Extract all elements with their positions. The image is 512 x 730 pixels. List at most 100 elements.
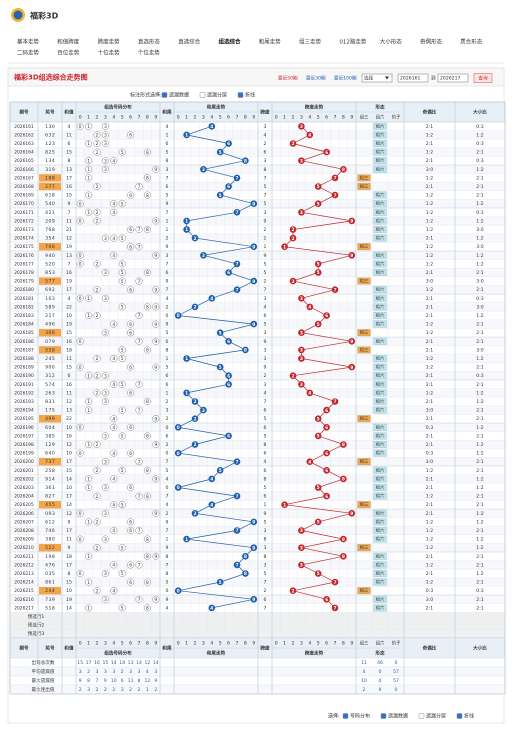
tail-ball-label: 9 [252,322,255,328]
to-input[interactable] [437,73,469,83]
draw-digit: 4 [45,502,48,508]
digit-ball-label: 1 [87,141,90,147]
from-input[interactable] [397,73,429,83]
digit-ball-label: 8 [146,150,149,156]
form-box [373,251,387,259]
span: 7 [264,580,267,586]
row-bg [10,242,505,251]
digit-ball [76,535,84,543]
row-bg [10,534,505,544]
draw-digit: 2 [49,141,52,147]
tail-ball-label: 2 [193,399,196,405]
stats-label: 出现总次数 [32,659,55,666]
odd-even: 2:1 [426,571,433,577]
nav-link[interactable]: 组选综合 [219,38,242,46]
number-highlight [39,458,61,466]
stats-label: 平均遗漏值 [32,668,55,675]
recent-link[interactable]: 最近50期 [278,75,298,82]
draw-digit: 5 [52,150,55,156]
digit-ball-label: 2 [96,520,99,526]
digit-ball-label: 6 [129,133,132,139]
checkbox[interactable] [380,713,387,719]
tail: 4 [166,476,169,482]
span-ball [306,131,314,139]
digit-ball [118,260,126,268]
form-box [373,389,387,397]
digit-ball [110,380,118,388]
span-ball [298,329,305,337]
tail-ball-label: 9 [252,201,255,207]
tail-ball [174,424,182,431]
checkbox[interactable] [199,92,206,98]
nav-link[interactable]: 跨度走势 [98,38,121,46]
digit-ball-label: 5 [121,545,124,551]
nav-link[interactable]: 直选形态 [138,38,161,46]
draw-digit: 0 [52,451,55,457]
nav-link[interactable]: 二码走势 [17,49,40,57]
digit-ball [127,526,135,535]
checkbox[interactable] [342,713,349,719]
span: 3 [264,330,267,336]
digit-ball [110,501,118,509]
tail-ball [174,312,182,319]
nav-link[interactable]: 大小形态 [380,38,403,46]
nav-link[interactable]: 组三走势 [299,38,322,46]
digit-ball [76,363,84,371]
nav-link[interactable]: 直选综合 [178,38,201,46]
big-small: 2:1 [476,287,483,293]
span-ball [298,355,305,362]
draw-digit: 1 [45,175,48,181]
digit-ball-label: 3 [104,434,107,440]
nav-link[interactable]: 质合形态 [460,38,483,46]
form-box [373,148,387,156]
issue: 2026165 [14,158,34,164]
digit-ball [127,578,135,586]
digit-ball-label: 1 [87,606,90,612]
tail: 9 [166,597,169,603]
recent-link[interactable]: 最近100期 [334,75,357,82]
tail: 6 [166,270,169,276]
nav-link[interactable]: 和值跨度 [57,38,80,46]
row-bg [10,526,505,535]
tail: 4 [166,124,169,130]
form-box [357,174,371,182]
draw-digit: 3 [52,141,55,147]
draw-digit: 3 [52,296,55,302]
digit-header: 0 [79,641,82,647]
issue: 2026177 [14,261,34,267]
digit-ball-label: 8 [146,580,149,586]
form-box [357,346,371,354]
digit-ball [143,174,151,182]
tail-ball-label: 4 [210,296,213,302]
nav-link[interactable]: 百位走势 [57,49,80,57]
checkbox[interactable] [237,92,244,98]
span-ball-label: 3 [300,210,303,216]
select-box[interactable] [361,73,393,83]
sum: 22 [66,304,72,310]
nav-link[interactable]: 012路走势 [339,38,366,46]
digit-ball [152,251,160,259]
digit-header: 1 [87,641,90,647]
nav-link[interactable]: 个位走势 [138,49,161,57]
nav-link[interactable]: 和尾走势 [259,38,282,46]
nav-link[interactable]: 奇偶形态 [420,38,443,46]
draw-digit: 6 [45,425,48,431]
odd-even: 2:1 [426,511,433,517]
column-header: 跨度 [260,109,270,116]
form-box [357,277,371,285]
checkbox[interactable] [418,713,425,719]
query-button[interactable] [473,73,493,83]
nav-link[interactable]: 十位走势 [98,49,121,57]
digit-ball-label: 1 [87,408,90,414]
nav-link[interactable]: 基本走势 [17,38,40,46]
group-header: 和尾走势 [206,650,226,657]
form: 组三 [360,243,368,249]
recent-link[interactable]: 最近30期 [306,75,326,82]
form: 组六 [376,570,384,577]
checkbox[interactable] [456,713,463,719]
form-box [357,544,371,552]
checkbox[interactable] [161,92,168,98]
digit-ball-label: 5 [121,468,124,474]
draw-digit: 9 [49,322,52,328]
